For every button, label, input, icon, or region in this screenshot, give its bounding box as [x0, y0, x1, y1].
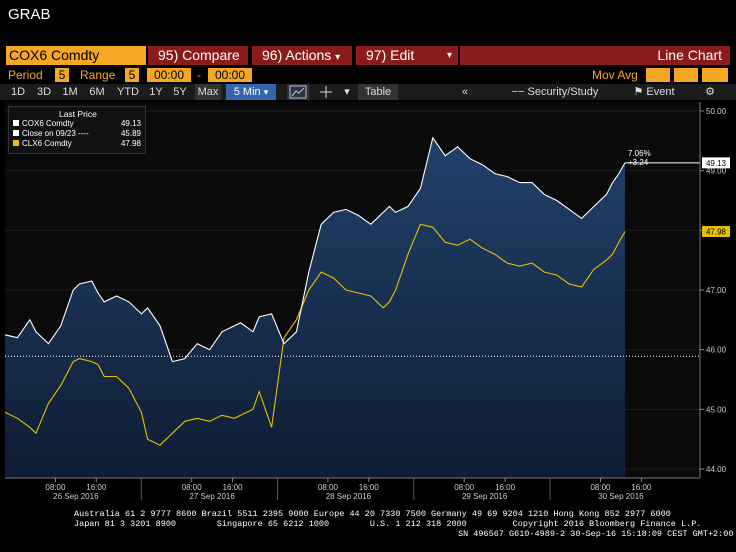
x-tick-label: 16:00 [359, 483, 380, 492]
range-1m-button[interactable]: 1M [62, 86, 78, 98]
edit-dropdown-icon: ▾ [446, 50, 452, 61]
mov-avg-field-1[interactable] [646, 68, 670, 82]
y-tick-label: 50.00 [706, 107, 727, 116]
x-day-label: 27 Sep 2016 [189, 492, 235, 501]
x-day-label: 30 Sep 2016 [598, 492, 644, 501]
mov-avg-label: Mov Avg [592, 68, 638, 82]
security-study-label: Security/Study [527, 86, 599, 98]
interval-selector[interactable]: 5 Min ▾ [226, 84, 276, 100]
chart-type-selector[interactable]: Line Chart [460, 46, 730, 65]
range-dash: - [197, 68, 201, 82]
chart-legend: Last Price COX6 Comdty 49.13 Close on 09… [8, 106, 146, 154]
x-tick-label: 08:00 [182, 483, 203, 492]
interval-label: 5 Min [233, 86, 261, 98]
x-tick-label: 08:00 [454, 483, 475, 492]
y-tick-label: 45.00 [706, 405, 727, 414]
actions-button[interactable]: 96) Actions ▾ [252, 46, 352, 65]
range-label: Range [80, 68, 116, 82]
legend-row-cox6[interactable]: COX6 Comdty 49.13 [13, 119, 143, 129]
edit-label: 97) Edit [366, 47, 415, 63]
x-tick-label: 16:00 [495, 483, 516, 492]
legend-swatch-close [13, 130, 19, 136]
clx6-line [4, 223, 626, 446]
security-study-button[interactable]: −− Security/Study [500, 84, 610, 100]
cox6-line [4, 136, 626, 363]
range-1d-button[interactable]: 1D [10, 86, 26, 98]
legend-row-clx6[interactable]: CLX6 Comdty 47.98 [13, 139, 143, 149]
y-tick-label: 46.00 [706, 346, 727, 355]
line-tool-icon[interactable] [287, 84, 309, 100]
end-time-field[interactable]: 00:00 [208, 68, 252, 82]
range-5y-button[interactable]: 5Y [173, 86, 187, 98]
legend-value-clx6: 47.98 [120, 139, 141, 148]
table-button[interactable]: Table [358, 84, 398, 100]
range-max-button[interactable]: Max [195, 84, 221, 100]
legend-value-close: 45.89 [120, 129, 141, 138]
start-time-field[interactable]: 00:00 [147, 68, 191, 82]
last-price-clx6: 47.98 [706, 228, 727, 237]
range-ytd-button[interactable]: YTD [117, 86, 139, 98]
footer-contacts-2: Japan 81 3 3201 8900 Singapore 65 6212 1… [74, 519, 702, 529]
pct-change-label: 7.06% [628, 149, 651, 158]
x-tick-label: 08:00 [45, 483, 66, 492]
range-field[interactable]: 5 [125, 68, 139, 82]
period-label: Period [8, 68, 43, 82]
range-1y-button[interactable]: 1Y [149, 86, 163, 98]
legend-name-close: Close on 09/23 ---- [22, 129, 89, 138]
x-axis-ticks: 08:00 16:00 08:00 16:00 08:00 16:00 08:00 16:00… [45, 478, 652, 492]
legend-swatch-clx6 [13, 140, 19, 146]
table-label: Table [364, 86, 392, 98]
legend-swatch-cox6 [13, 120, 19, 126]
x-tick-label: 08:00 [590, 483, 611, 492]
actions-label: 96) Actions [262, 47, 332, 63]
legend-name-clx6: CLX6 Comdty [22, 139, 72, 148]
x-tick-label: 16:00 [86, 483, 107, 492]
x-day-label: 28 Sep 2016 [326, 492, 372, 501]
flag-icon: ⚑ [633, 86, 644, 98]
legend-header: Last Price [59, 109, 97, 119]
abs-change-label: +3.24 [628, 158, 649, 167]
event-button[interactable]: ⚑ Event [624, 84, 684, 100]
mov-avg-field-3[interactable] [702, 68, 728, 82]
interval-dropdown-icon: ▾ [263, 87, 269, 97]
tool-dropdown-icon[interactable]: ▾ [344, 86, 350, 98]
cox6-area [5, 137, 625, 479]
y-tick-label: 49.00 [706, 167, 727, 176]
mov-avg-field-2[interactable] [674, 68, 698, 82]
x-tick-label: 16:00 [223, 483, 244, 492]
y-tick-label: 47.00 [706, 286, 727, 295]
x-day-label: 29 Sep 2016 [462, 492, 508, 501]
x-tick-label: 08:00 [318, 483, 339, 492]
legend-value-cox6: 49.13 [120, 119, 141, 128]
last-price-cox6-badge: 49.13 [702, 157, 730, 169]
y-tick-label: 44.00 [706, 465, 727, 474]
ticker-input[interactable]: COX6 Comdty [6, 46, 146, 65]
footer-contacts-1: Australia 61 2 9777 8600 Brazil 5511 239… [74, 509, 671, 519]
legend-name-cox6: COX6 Comdty [22, 119, 74, 128]
crosshair-icon[interactable] [315, 84, 337, 100]
last-price-cox6: 49.13 [706, 159, 727, 168]
security-study-icon: −− [511, 86, 525, 98]
gear-icon[interactable]: ⚙ [705, 86, 715, 98]
collapse-left-icon[interactable]: « [461, 86, 469, 98]
range-3d-button[interactable]: 3D [36, 86, 52, 98]
period-field[interactable]: 5 [55, 68, 69, 82]
actions-dropdown-icon: ▾ [335, 52, 341, 63]
event-label: Event [646, 86, 675, 98]
x-tick-label: 16:00 [631, 483, 652, 492]
edit-button[interactable]: 97) Edit ▾ [356, 46, 458, 65]
range-6m-button[interactable]: 6M [89, 86, 105, 98]
window-title: GRAB [8, 6, 51, 23]
last-price-clx6-badge: 47.98 [702, 226, 730, 238]
x-day-label: 26 Sep 2016 [53, 492, 99, 501]
compare-label: 95) Compare [158, 47, 240, 63]
legend-row-close[interactable]: Close on 09/23 ---- 45.89 [13, 129, 143, 139]
footer-session: SN 496567 G610-4989-2 30-Sep-16 15:18:09… [458, 529, 734, 539]
compare-button[interactable]: 95) Compare [148, 46, 248, 65]
x-axis-day-labels: 26 Sep 2016 27 Sep 2016 28 Sep 2016 29 Sep … [53, 478, 644, 501]
